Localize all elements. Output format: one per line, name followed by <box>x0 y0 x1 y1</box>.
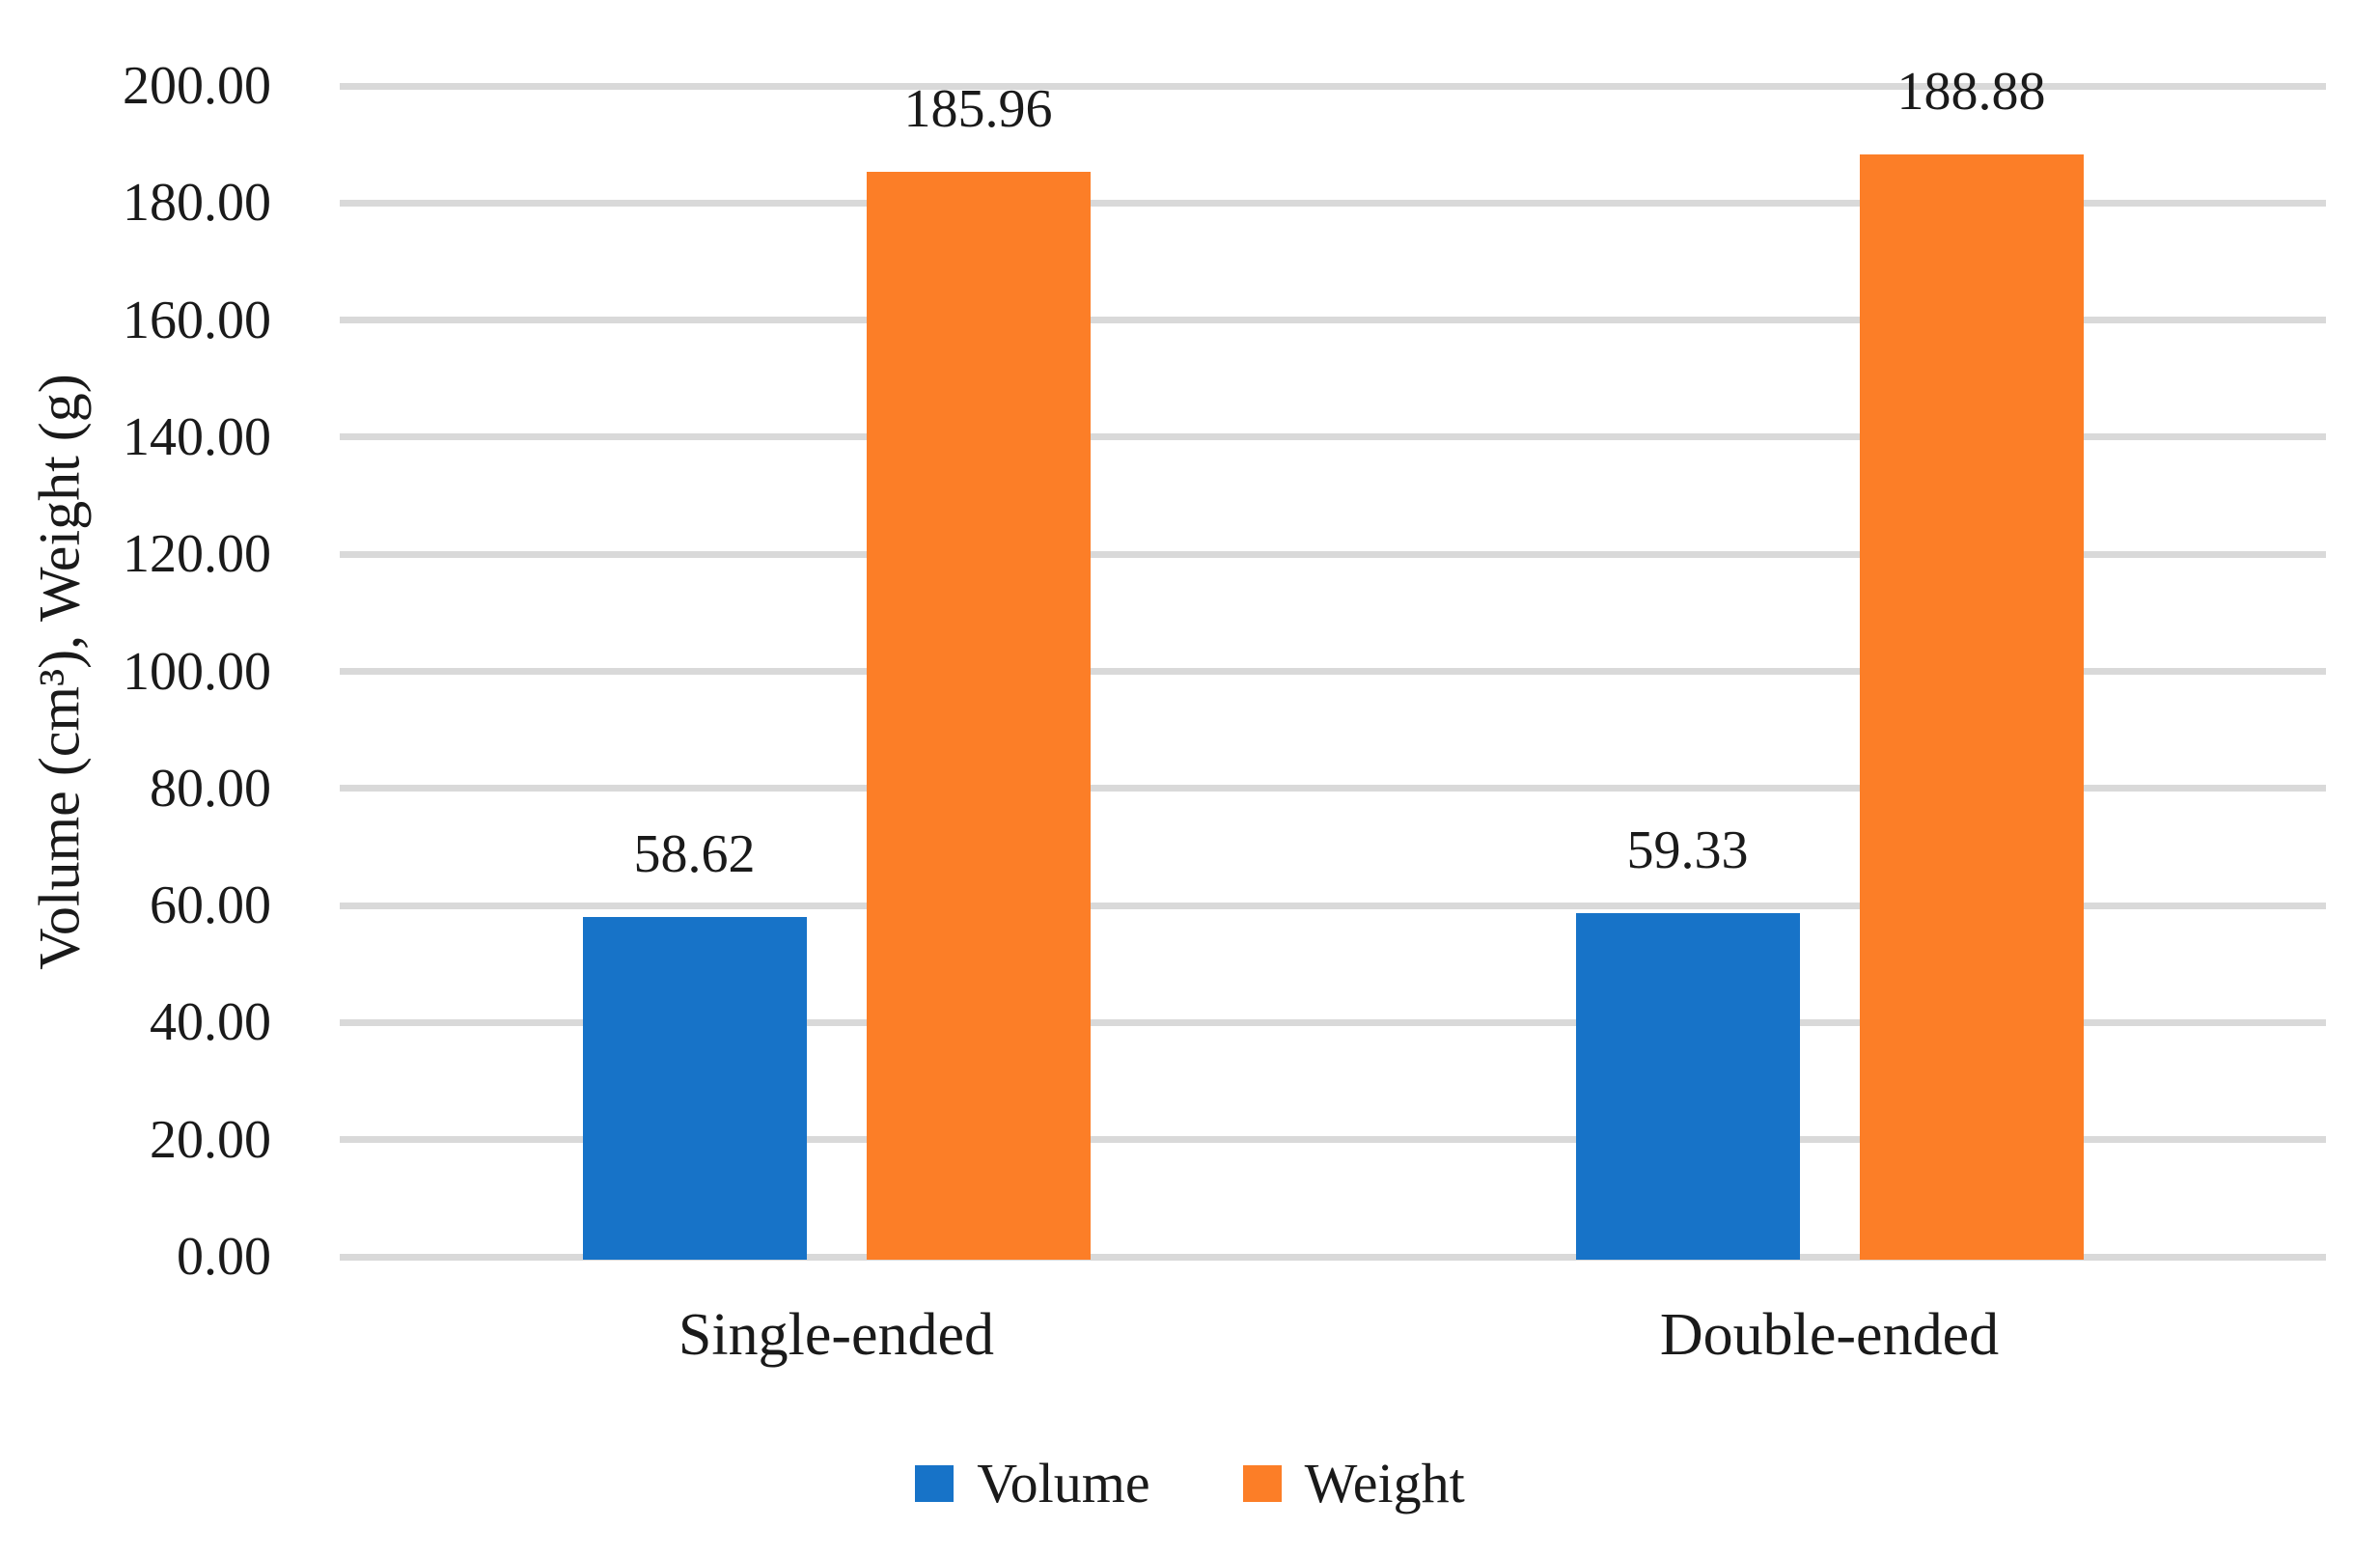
data-label-weight-double-ended: 188.88 <box>1896 61 2046 122</box>
y-gridline <box>340 82 2326 90</box>
legend: Volume Weight <box>0 1453 2380 1514</box>
bar-weight-single-ended <box>866 171 1091 1261</box>
y-axis-tick-label: 20.00 <box>150 1109 271 1170</box>
y-gridline <box>340 433 2326 441</box>
bar-volume-double-ended <box>1575 912 1800 1261</box>
y-axis-tick-label: 200.00 <box>123 56 271 116</box>
y-axis-tick-label: 100.00 <box>123 641 271 702</box>
y-gridline <box>340 902 2326 909</box>
bar-weight-double-ended <box>1859 153 2084 1261</box>
data-label-volume-single-ended: 58.62 <box>633 823 756 884</box>
legend-label-weight: Weight <box>1304 1452 1465 1514</box>
y-gridline <box>340 1253 2326 1261</box>
x-category-label-single-ended: Single-ended <box>678 1302 995 1368</box>
legend-item-volume: Volume <box>915 1452 1150 1514</box>
y-axis-tick-label: 40.00 <box>150 992 271 1053</box>
y-axis-tick-label: 120.00 <box>123 524 271 585</box>
legend-swatch-volume <box>915 1465 955 1502</box>
y-axis-tick-label: 160.00 <box>123 290 271 350</box>
legend-item-weight: Weight <box>1242 1452 1465 1514</box>
y-axis-tick-label: 180.00 <box>123 173 271 234</box>
legend-swatch-weight <box>1242 1465 1282 1502</box>
legend-label-volume: Volume <box>977 1452 1150 1514</box>
y-axis-tick-label: 140.00 <box>123 406 271 467</box>
y-gridline <box>340 785 2326 792</box>
y-axis-tick-label: 0.00 <box>177 1227 271 1287</box>
y-axis-tick-label: 80.00 <box>150 758 271 819</box>
y-gridline <box>340 550 2326 558</box>
y-axis-tick-label: 60.00 <box>150 875 271 936</box>
data-label-volume-double-ended: 59.33 <box>1626 820 1749 880</box>
bar-volume-single-ended <box>582 916 807 1261</box>
y-gridline <box>340 1018 2326 1026</box>
y-gridline <box>340 317 2326 324</box>
x-category-label-double-ended: Double-ended <box>1659 1302 2000 1368</box>
y-gridline <box>340 199 2326 207</box>
data-label-weight-single-ended: 185.96 <box>903 78 1053 139</box>
y-gridline <box>340 1136 2326 1144</box>
y-gridline <box>340 668 2326 675</box>
